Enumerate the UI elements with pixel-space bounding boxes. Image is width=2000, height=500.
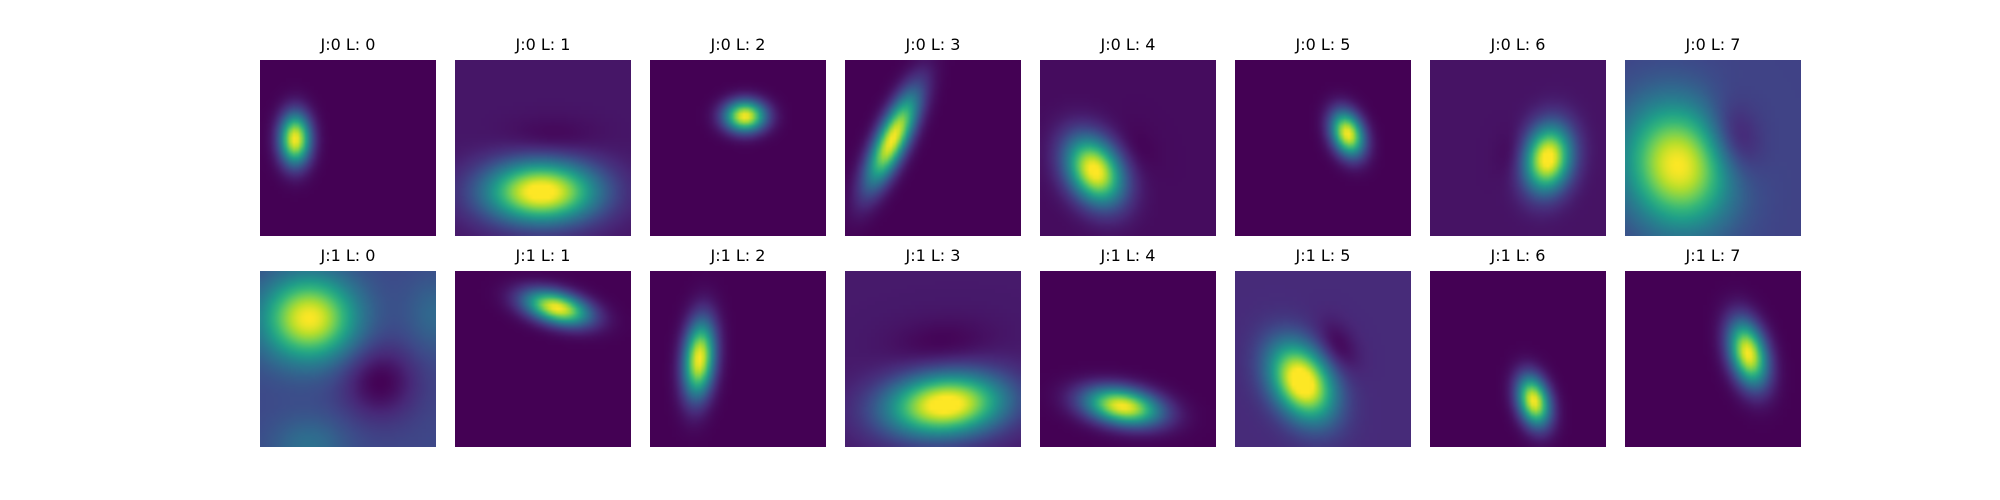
heatmap-panel: J:1 L: 1: [455, 246, 631, 447]
panel-title: J:1 L: 4: [1100, 246, 1156, 265]
heatmap-panel: J:1 L: 5: [1235, 246, 1411, 447]
panel-title: J:0 L: 5: [1295, 35, 1351, 54]
heatmap-image: [455, 60, 631, 236]
panel-title: J:0 L: 1: [515, 35, 571, 54]
panel-title: J:0 L: 3: [905, 35, 961, 54]
heatmap-panel: J:0 L: 7: [1625, 35, 1801, 236]
panel-title: J:1 L: 2: [710, 246, 766, 265]
heatmap-image: [1625, 271, 1801, 447]
panel-title: J:0 L: 4: [1100, 35, 1156, 54]
heatmap-panel: J:1 L: 2: [650, 246, 826, 447]
heatmap-image: [260, 60, 436, 236]
heatmap-image: [845, 271, 1021, 447]
panel-title: J:1 L: 3: [905, 246, 961, 265]
heatmap-image: [1235, 271, 1411, 447]
panel-title: J:1 L: 1: [515, 246, 571, 265]
panel-title: J:1 L: 6: [1490, 246, 1546, 265]
heatmap-image: [650, 60, 826, 236]
heatmap-panel: J:0 L: 4: [1040, 35, 1216, 236]
heatmap-panel: J:1 L: 3: [845, 246, 1021, 447]
heatmap-panel: J:0 L: 5: [1235, 35, 1411, 236]
heatmap-panel: J:0 L: 1: [455, 35, 631, 236]
panel-title: J:1 L: 5: [1295, 246, 1351, 265]
heatmap-panel: J:0 L: 3: [845, 35, 1021, 236]
panel-title: J:0 L: 7: [1685, 35, 1741, 54]
panel-title: J:0 L: 6: [1490, 35, 1546, 54]
panel-title: J:0 L: 0: [320, 35, 376, 54]
heatmap-image: [1430, 60, 1606, 236]
panels-layer: J:0 L: 0 J:0 L: 1 J:0 L: 2 J:0 L: 3 J:0 L: 4…: [260, 35, 1801, 447]
heatmap-image: [260, 271, 436, 447]
heatmap-panel: J:0 L: 6: [1430, 35, 1606, 236]
heatmap-image: [1040, 60, 1216, 236]
heatmap-panel: J:1 L: 6: [1430, 246, 1606, 447]
heatmap-panel: J:1 L: 7: [1625, 246, 1801, 447]
heatmap-image: [1235, 60, 1411, 236]
heatmap-image: [1430, 271, 1606, 447]
heatmap-panel: J:0 L: 2: [650, 35, 826, 236]
heatmap-image: [455, 271, 631, 447]
heatmap-image: [1625, 60, 1801, 236]
panel-title: J:1 L: 7: [1685, 246, 1741, 265]
heatmap-panel: J:1 L: 0: [260, 246, 436, 447]
panel-title: J:0 L: 2: [710, 35, 766, 54]
panel-title: J:1 L: 0: [320, 246, 376, 265]
heatmap-image: [1040, 271, 1216, 447]
heatmap-panel: J:0 L: 0: [260, 35, 436, 236]
heatmap-image: [845, 60, 1021, 236]
heatmap-image: [650, 271, 826, 447]
heatmap-panel: J:1 L: 4: [1040, 246, 1216, 447]
